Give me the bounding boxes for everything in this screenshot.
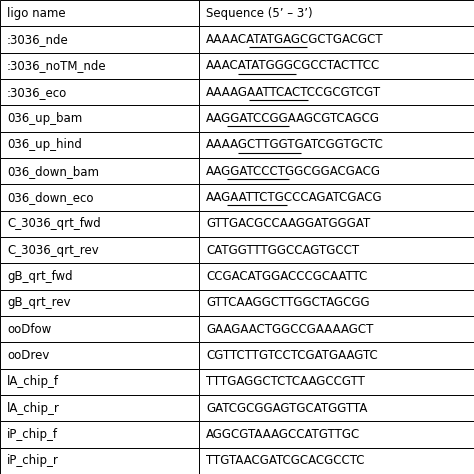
Text: :3036_eco: :3036_eco	[7, 86, 67, 99]
Bar	[199, 210, 474, 237]
Bar	[0, 27, 199, 53]
Bar	[199, 79, 474, 105]
Text: GTTGACGCCAAGGATGGGAT: GTTGACGCCAAGGATGGGAT	[206, 218, 371, 230]
Bar	[0, 447, 199, 474]
Bar	[199, 395, 474, 421]
Text: iP_chip_f: iP_chip_f	[7, 428, 58, 441]
Bar	[0, 237, 199, 264]
Text: Sequence (5’ – 3’): Sequence (5’ – 3’)	[206, 7, 313, 19]
Bar	[0, 0, 199, 27]
Bar	[0, 105, 199, 132]
Text: CCGACATGGACCCGCAATTC: CCGACATGGACCCGCAATTC	[206, 270, 367, 283]
Bar	[0, 132, 199, 158]
Bar	[199, 237, 474, 264]
Bar	[199, 158, 474, 184]
Bar	[0, 421, 199, 447]
Text: GTTCAAGGCTTGGCTAGCGG: GTTCAAGGCTTGGCTAGCGG	[206, 296, 370, 310]
Bar	[0, 316, 199, 342]
Text: ooDrev: ooDrev	[7, 349, 49, 362]
Bar	[0, 369, 199, 395]
Text: GAAGAACTGGCCGAAAAGCT: GAAGAACTGGCCGAAAAGCT	[206, 323, 374, 336]
Bar	[0, 184, 199, 210]
Text: lA_chip_r: lA_chip_r	[7, 401, 60, 415]
Text: AAACATATGGGCGCCTACTTCC: AAACATATGGGCGCCTACTTCC	[206, 59, 381, 73]
Text: AAAAGAATTCACTCCGCGTCGT: AAAAGAATTCACTCCGCGTCGT	[206, 86, 381, 99]
Bar	[199, 132, 474, 158]
Bar	[199, 316, 474, 342]
Bar	[199, 0, 474, 27]
Bar	[0, 395, 199, 421]
Text: lA_chip_f: lA_chip_f	[7, 375, 59, 388]
Bar	[199, 105, 474, 132]
Text: :3036_noTM_nde: :3036_noTM_nde	[7, 59, 107, 73]
Text: AAGAATTCTGCCCAGATCGACG: AAGAATTCTGCCCAGATCGACG	[206, 191, 383, 204]
Text: ooDfow: ooDfow	[7, 323, 51, 336]
Text: gB_qrt_fwd: gB_qrt_fwd	[7, 270, 73, 283]
Text: 036_down_eco: 036_down_eco	[7, 191, 93, 204]
Text: :3036_nde: :3036_nde	[7, 33, 69, 46]
Bar	[0, 210, 199, 237]
Bar	[199, 290, 474, 316]
Bar	[199, 447, 474, 474]
Bar	[0, 53, 199, 79]
Text: ligo name: ligo name	[7, 7, 66, 19]
Bar	[0, 79, 199, 105]
Text: C_3036_qrt_rev: C_3036_qrt_rev	[7, 244, 99, 256]
Text: AAGGATCCCTGGCGGACGACG: AAGGATCCCTGGCGGACGACG	[206, 164, 381, 178]
Text: CATGGTTTGGCCAGTGCCT: CATGGTTTGGCCAGTGCCT	[206, 244, 359, 256]
Bar	[199, 421, 474, 447]
Bar	[199, 27, 474, 53]
Text: AAAACATATGAGCGCTGACGCT: AAAACATATGAGCGCTGACGCT	[206, 33, 384, 46]
Text: iP_chip_r: iP_chip_r	[7, 455, 59, 467]
Text: AAGGATCCGGAAGCGTCAGCG: AAGGATCCGGAAGCGTCAGCG	[206, 112, 380, 125]
Bar	[199, 264, 474, 290]
Bar	[0, 290, 199, 316]
Bar	[0, 158, 199, 184]
Bar	[199, 184, 474, 210]
Bar	[199, 53, 474, 79]
Text: 036_up_bam: 036_up_bam	[7, 112, 82, 125]
Text: AAAAGCTTGGTGATCGGTGCTC: AAAAGCTTGGTGATCGGTGCTC	[206, 138, 384, 151]
Text: gB_qrt_rev: gB_qrt_rev	[7, 296, 71, 310]
Bar	[0, 342, 199, 369]
Text: 036_up_hind: 036_up_hind	[7, 138, 82, 151]
Text: CGTTCTTGTCCTCGATGAAGTC: CGTTCTTGTCCTCGATGAAGTC	[206, 349, 378, 362]
Bar	[199, 369, 474, 395]
Bar	[0, 264, 199, 290]
Bar	[199, 342, 474, 369]
Text: TTTGAGGCTCTCAAGCCGTT: TTTGAGGCTCTCAAGCCGTT	[206, 375, 365, 388]
Text: GATCGCGGAGTGCATGGTTA: GATCGCGGAGTGCATGGTTA	[206, 401, 367, 415]
Text: C_3036_qrt_fwd: C_3036_qrt_fwd	[7, 218, 101, 230]
Text: 036_down_bam: 036_down_bam	[7, 164, 99, 178]
Text: TTGTAACGATCGCACGCCTC: TTGTAACGATCGCACGCCTC	[206, 455, 365, 467]
Text: AGGCGTAAAGCCATGTTGC: AGGCGTAAAGCCATGTTGC	[206, 428, 360, 441]
